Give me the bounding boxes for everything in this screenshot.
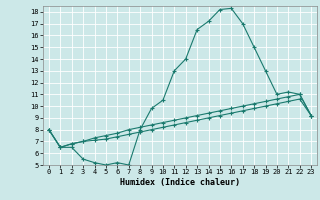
X-axis label: Humidex (Indice chaleur): Humidex (Indice chaleur) — [120, 178, 240, 187]
